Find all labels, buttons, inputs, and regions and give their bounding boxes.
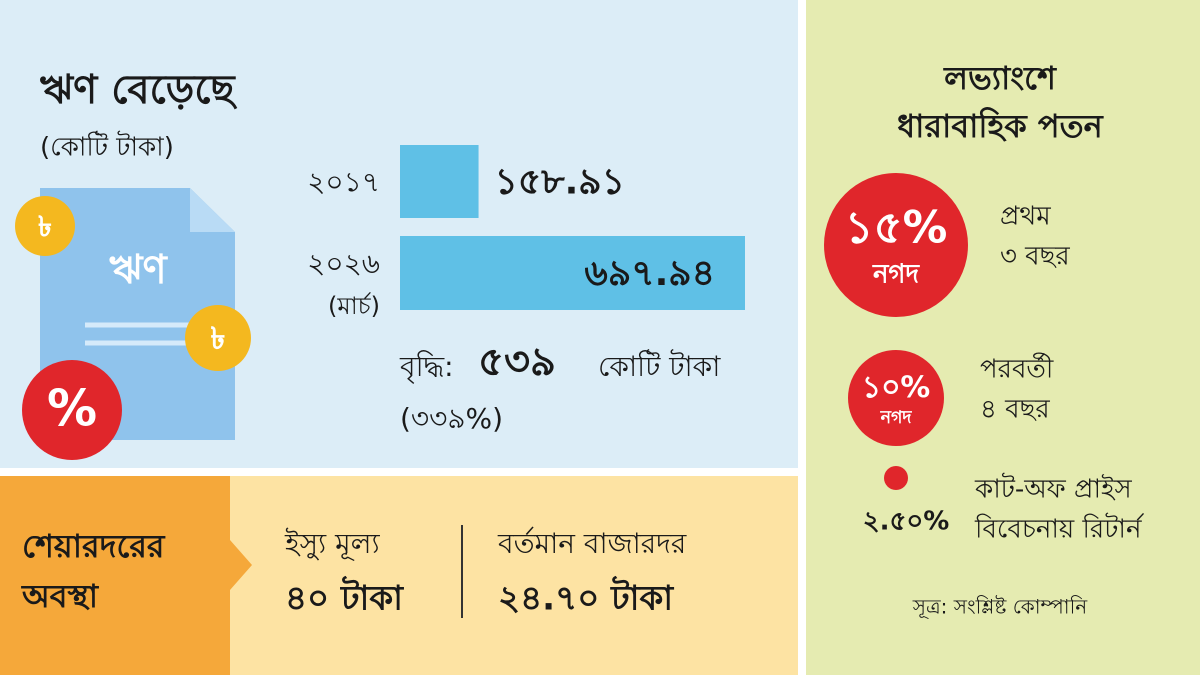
dividend-desc: ৩ বছর [1000,242,1070,272]
increase-percent: (৩৩৯%) [400,402,503,435]
loan-title: ঋণ বেড়েছে [40,67,237,113]
dividend-desc: বিবেচনায় রিটার্ন [974,513,1145,545]
bar-label: ২০২৬ [307,247,380,280]
share-title: শেয়ারদরের [22,527,166,565]
dividend-value: ১০% [862,370,930,405]
bar-value: ১৫৮.৯১ [495,162,625,203]
loan-unit: (কোটি টাকা) [40,131,174,163]
bar [400,145,479,218]
dividend-desc: ৪ বছর [980,395,1050,425]
bar-value: ৬৯৭.৯৪ [584,253,715,294]
coin [185,305,251,371]
increase-amount: ৫৩৯ [478,339,556,385]
dividend-title: লভ্যাংশে [943,59,1057,97]
dividend-kind: নগদ [880,408,913,428]
market-value: ২৪.৭০ টাকা [498,576,674,619]
share-title-block [0,476,252,675]
market-label: বর্তমান বাজারদর [497,527,687,560]
issue-value: ৪০ টাকা [285,576,404,619]
dividend-circle [848,350,944,446]
dividend-value: ১৫% [845,202,948,254]
bar-sublabel: (মার্চ) [328,291,380,320]
share-title: অবস্থা [21,577,100,615]
dividend-panel [806,0,1200,675]
dividend-value: ২.৫০% [863,507,950,537]
dividend-circle [884,466,908,490]
loan-bars: ২০১৭ ১৫৮.৯১ ২০২৬ (মার্চ) ৬৯৭.৯৪ [307,145,745,320]
bar-label: ২০১৭ [307,166,380,199]
dividend-circle [824,173,968,317]
loan-icon: ঋণ ৳ ৳ % [15,188,251,460]
percent-symbol: % [47,380,97,438]
increase-prefix: বৃদ্ধি: [399,350,454,384]
coin [15,196,75,256]
dividend-desc: পরবর্তী [980,353,1054,385]
percent-badge [22,360,122,460]
source: সূত্র: সংশ্লিষ্ট কোম্পানি [912,595,1089,619]
increase-unit: কোটি টাকা [598,349,721,383]
coin-symbol: ৳ [38,210,52,243]
issue-label: ইস্যু মূল্য [284,527,380,561]
dividend-circles: ১৫% নগদ প্রথম ৩ বছর ১০% নগদ পরবর্তী ৪ বছর ২.৫০% ক… [824,173,1145,545]
dividend-kind: নগদ [872,260,920,290]
document-label: ঋণ [109,247,168,293]
bar [400,236,745,310]
dividend-desc: কাট-অফ প্রাইস [974,473,1133,505]
dividend-desc: প্রথম [1000,202,1051,232]
coin-symbol: ৳ [211,322,226,357]
document-fold [190,188,235,232]
dividend-title: ধারাবাহিক পতন [897,106,1104,145]
